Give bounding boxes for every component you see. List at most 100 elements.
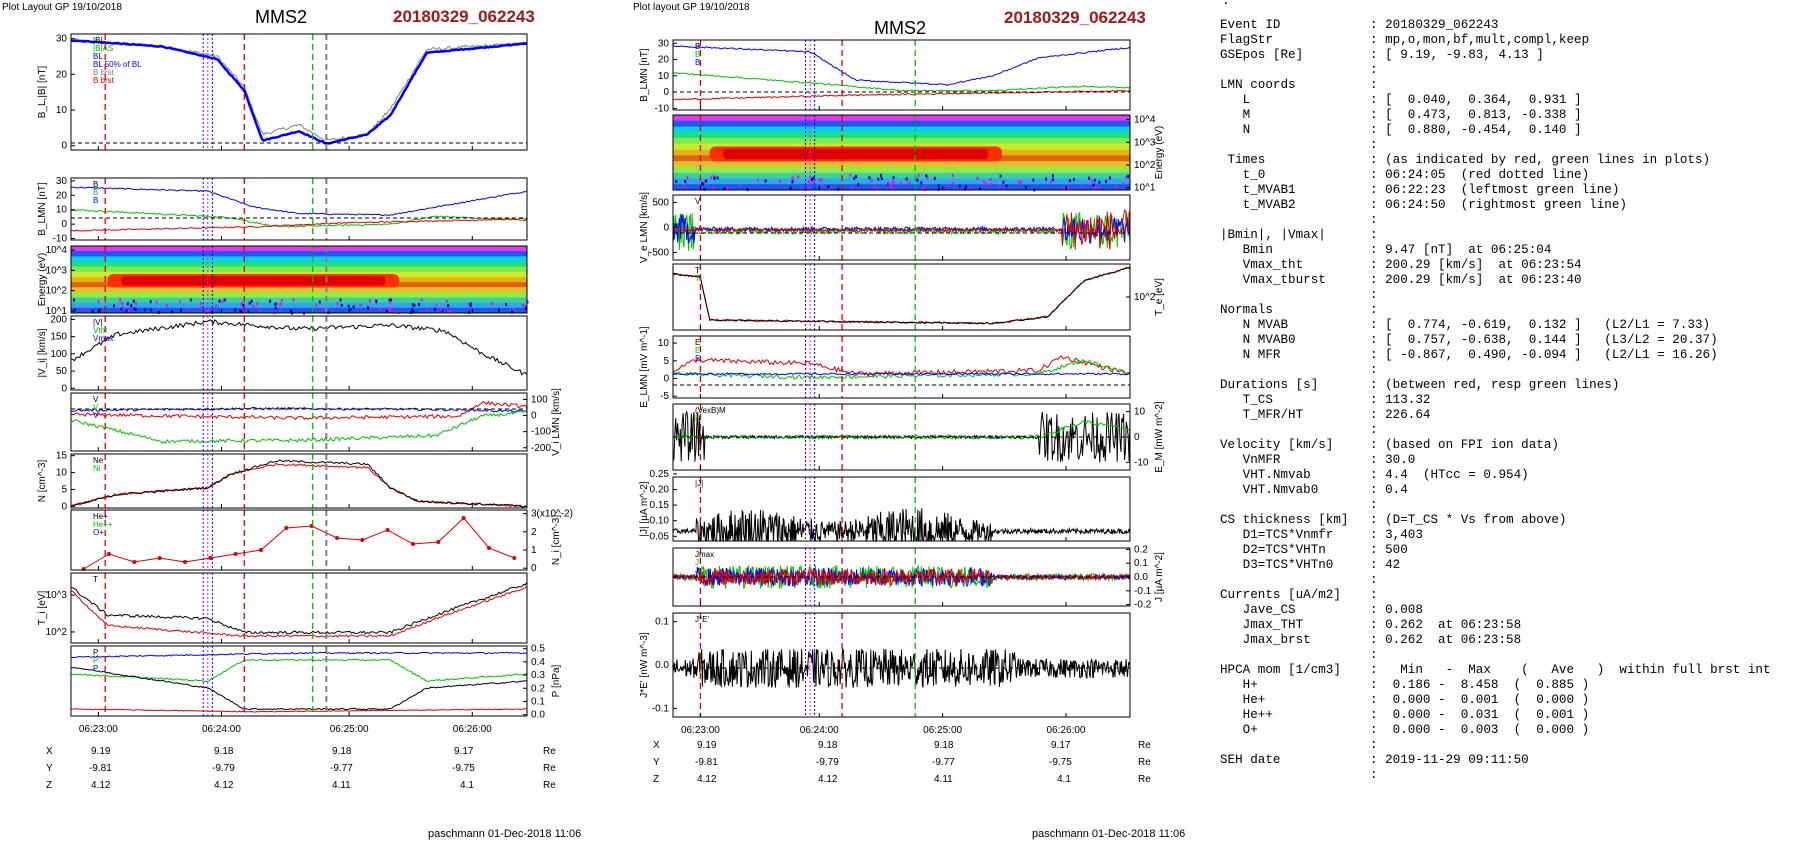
y-tick-label: 0 bbox=[663, 223, 669, 234]
info-key bbox=[1220, 63, 1370, 78]
spectrogram-speckle bbox=[713, 176, 716, 180]
info-value: : 06:24:50 (rightmost green line) bbox=[1370, 198, 1627, 212]
info-row: T_MFR/HT: 226.64 bbox=[1220, 408, 1771, 423]
spectrogram-speckle bbox=[135, 301, 138, 305]
spectrogram-speckle bbox=[933, 176, 936, 180]
info-row: : bbox=[1220, 768, 1771, 783]
spectrogram-speckle bbox=[857, 183, 860, 187]
spectrogram-speckle bbox=[379, 307, 382, 311]
y-tick-label: 0.25 bbox=[650, 469, 670, 480]
spectrogram-speckle bbox=[418, 303, 421, 307]
spectrogram-speckle bbox=[274, 306, 277, 310]
info-key: HPCA mom [1/cm3] bbox=[1220, 663, 1341, 677]
middle-coord-x-3: 9.18 bbox=[934, 740, 954, 751]
spectrogram-speckle bbox=[965, 184, 968, 188]
series-line bbox=[70, 666, 528, 711]
middle-plot-layout-label: Plot layout GP 19/10/2018 bbox=[633, 2, 750, 13]
spectrogram-speckle bbox=[1090, 179, 1093, 183]
spectrogram-speckle bbox=[967, 187, 970, 191]
spectrogram-speckle bbox=[821, 184, 824, 188]
spectrogram-speckle bbox=[778, 179, 781, 183]
spectrogram-speckle bbox=[387, 306, 390, 310]
info-key: |Bmin|, |Vmax| bbox=[1220, 228, 1326, 242]
spectrogram-speckle bbox=[1024, 185, 1027, 189]
spectrogram-speckle bbox=[468, 302, 471, 306]
spectrogram-speckle bbox=[983, 180, 986, 184]
y-tick-label: 0.3 bbox=[531, 670, 545, 681]
spectrogram-speckle bbox=[412, 310, 415, 314]
y-axis-label: T_e [eV] bbox=[1154, 278, 1165, 316]
info-key bbox=[1220, 363, 1370, 378]
spectrogram-speckle bbox=[703, 187, 706, 191]
middle-coord-z-2: 4.12 bbox=[818, 774, 838, 785]
spectrogram-speckle bbox=[926, 177, 929, 181]
info-row: L: [ 0.040, 0.364, 0.931 ] bbox=[1220, 93, 1771, 108]
spectrogram-speckle bbox=[179, 308, 182, 312]
info-value: : (D=T_CS * Vs from above) bbox=[1370, 513, 1567, 527]
left-coord-y-3: -9.77 bbox=[330, 763, 353, 774]
y-tick-label: 0 bbox=[61, 501, 67, 512]
panel-background bbox=[71, 393, 527, 451]
info-value: : [ -0.867, 0.490, -0.094 ] (L2/L1 = 16.… bbox=[1370, 348, 1718, 362]
spectrogram-speckle bbox=[369, 306, 372, 310]
series-line bbox=[672, 45, 1131, 86]
series-he-plusplus-point bbox=[461, 516, 466, 520]
middle-coord-unit-z: Re bbox=[1138, 774, 1151, 785]
spectrogram-speckle bbox=[187, 307, 190, 311]
info-value: : bbox=[1370, 228, 1378, 242]
spectrogram-speckle bbox=[359, 303, 362, 307]
spectrogram-speckle bbox=[889, 184, 892, 188]
series-he-plusplus-point bbox=[512, 556, 517, 560]
panel-E: -5 0 5 10 E_LMN [mV m^-1] EEE bbox=[639, 326, 1131, 408]
spectrogram-speckle bbox=[200, 306, 203, 310]
info-value: : bbox=[1370, 588, 1378, 602]
spectrogram-speckle bbox=[448, 310, 451, 314]
spectrogram-speckle bbox=[440, 307, 443, 311]
left-footer: paschmann 01-Dec-2018 11:06 bbox=[428, 828, 582, 840]
spectrogram-speckle bbox=[812, 180, 815, 184]
series-line bbox=[672, 420, 1131, 440]
left-coord-label-z: Z bbox=[46, 780, 53, 791]
spectrogram-speckle bbox=[686, 176, 689, 180]
legend-entry: BL bbox=[93, 52, 103, 61]
info-value: : bbox=[1370, 738, 1378, 752]
panel-background bbox=[673, 336, 1130, 398]
y-tick-label: 10 bbox=[56, 205, 68, 216]
spectrogram-speckle bbox=[250, 299, 253, 303]
info-value: : 30.0 bbox=[1370, 453, 1416, 467]
info-value: : 4.4 (HTcc = 0.954) bbox=[1370, 468, 1529, 482]
spectrogram-speckle bbox=[1005, 184, 1008, 188]
info-key: Jmax_THT bbox=[1220, 618, 1304, 632]
panel-frame bbox=[70, 645, 528, 717]
y-tick-label: 10^3 bbox=[1134, 137, 1156, 148]
y-tick-label: 20 bbox=[56, 69, 68, 80]
spectrogram-speckle bbox=[701, 182, 704, 186]
series-line bbox=[70, 400, 528, 421]
info-value: : 200.29 [km/s] at 06:23:40 bbox=[1370, 273, 1582, 287]
spectrogram-speckle bbox=[150, 308, 153, 312]
y-tick-label: 0.4 bbox=[531, 657, 545, 668]
y-tick-label: 10^4 bbox=[46, 245, 68, 256]
info-row: Jmax_THT: 0.262 at 06:23:58 bbox=[1220, 618, 1771, 633]
spectrogram-speckle bbox=[808, 180, 811, 184]
series-he-plusplus-point bbox=[487, 546, 491, 550]
info-row: : bbox=[1220, 498, 1771, 513]
spectrogram-speckle bbox=[447, 304, 450, 308]
info-key: t_MVAB1 bbox=[1220, 183, 1296, 197]
panel-Ti: 10^2 10^3T_i [eV] T bbox=[37, 572, 528, 644]
spectrogram-speckle bbox=[126, 302, 129, 306]
info-row: Vmax_tburst: 200.29 [km/s] at 06:23:40 bbox=[1220, 273, 1771, 288]
spectrogram-speckle bbox=[797, 175, 800, 179]
info-key: GSEpos [Re] bbox=[1220, 48, 1304, 62]
y-tick-label: 0 bbox=[1134, 432, 1140, 443]
spectrogram-speckle bbox=[976, 176, 979, 180]
info-value: : [ 0.040, 0.364, 0.931 ] bbox=[1370, 93, 1582, 107]
info-key: Durations [s] bbox=[1220, 378, 1319, 392]
spectrogram-speckle bbox=[259, 310, 262, 314]
spectrogram-speckle bbox=[121, 306, 124, 310]
spectrogram-speckle bbox=[239, 309, 242, 313]
spectrogram-speckle bbox=[73, 298, 76, 302]
spectrogram-speckle bbox=[1068, 187, 1071, 191]
spectrogram-speckle bbox=[850, 187, 853, 191]
info-value: : 06:24:05 (red dotted line) bbox=[1370, 168, 1590, 182]
